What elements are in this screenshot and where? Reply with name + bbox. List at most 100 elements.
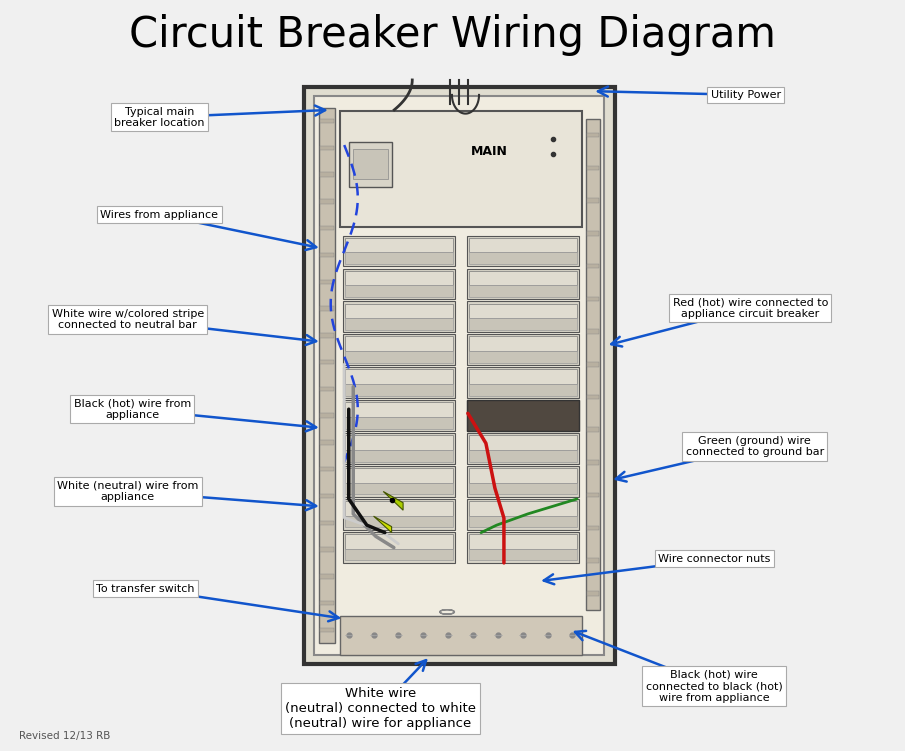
FancyBboxPatch shape xyxy=(319,360,334,364)
Text: Red (hot) wire connected to
appliance circuit breaker: Red (hot) wire connected to appliance ci… xyxy=(672,297,828,319)
FancyBboxPatch shape xyxy=(343,269,455,299)
FancyBboxPatch shape xyxy=(469,303,577,318)
FancyBboxPatch shape xyxy=(467,301,579,332)
Text: Utility Power: Utility Power xyxy=(710,90,781,100)
FancyBboxPatch shape xyxy=(343,334,455,365)
FancyBboxPatch shape xyxy=(469,238,577,252)
FancyBboxPatch shape xyxy=(345,450,453,462)
FancyBboxPatch shape xyxy=(319,146,334,150)
FancyBboxPatch shape xyxy=(587,231,599,236)
FancyBboxPatch shape xyxy=(469,318,577,330)
Text: Black (hot) wire from
appliance: Black (hot) wire from appliance xyxy=(73,398,191,420)
FancyBboxPatch shape xyxy=(587,133,599,137)
FancyBboxPatch shape xyxy=(587,297,599,301)
FancyBboxPatch shape xyxy=(587,329,599,333)
Text: Wires from appliance: Wires from appliance xyxy=(100,210,218,219)
FancyBboxPatch shape xyxy=(345,369,453,385)
FancyBboxPatch shape xyxy=(345,549,453,560)
FancyBboxPatch shape xyxy=(343,400,455,431)
FancyBboxPatch shape xyxy=(343,466,455,496)
FancyBboxPatch shape xyxy=(469,483,577,494)
FancyBboxPatch shape xyxy=(467,367,579,398)
FancyBboxPatch shape xyxy=(469,336,577,351)
FancyBboxPatch shape xyxy=(343,532,455,562)
FancyBboxPatch shape xyxy=(587,362,599,366)
FancyBboxPatch shape xyxy=(345,384,453,396)
FancyBboxPatch shape xyxy=(345,436,453,450)
FancyBboxPatch shape xyxy=(469,549,577,560)
Text: Circuit Breaker Wiring Diagram: Circuit Breaker Wiring Diagram xyxy=(129,14,776,56)
Polygon shape xyxy=(383,491,403,510)
FancyBboxPatch shape xyxy=(345,483,453,494)
FancyBboxPatch shape xyxy=(319,547,334,552)
FancyBboxPatch shape xyxy=(345,252,453,264)
Text: White (neutral) wire from
appliance: White (neutral) wire from appliance xyxy=(57,481,198,502)
Text: Revised 12/13 RB: Revised 12/13 RB xyxy=(19,731,110,740)
Text: MAIN: MAIN xyxy=(472,146,508,158)
FancyBboxPatch shape xyxy=(319,387,334,391)
FancyBboxPatch shape xyxy=(587,460,599,465)
FancyBboxPatch shape xyxy=(469,436,577,450)
FancyBboxPatch shape xyxy=(345,501,453,516)
FancyBboxPatch shape xyxy=(353,149,387,179)
FancyBboxPatch shape xyxy=(587,264,599,268)
Text: White wire
(neutral) connected to white
(neutral) wire for appliance: White wire (neutral) connected to white … xyxy=(285,687,476,730)
FancyBboxPatch shape xyxy=(345,534,453,549)
Text: Typical main
breaker location: Typical main breaker location xyxy=(114,107,205,128)
FancyBboxPatch shape xyxy=(343,433,455,464)
FancyBboxPatch shape xyxy=(467,236,579,267)
FancyBboxPatch shape xyxy=(343,499,455,529)
FancyBboxPatch shape xyxy=(469,417,577,429)
FancyBboxPatch shape xyxy=(467,466,579,496)
FancyBboxPatch shape xyxy=(467,499,579,529)
FancyBboxPatch shape xyxy=(319,306,334,311)
FancyBboxPatch shape xyxy=(319,119,334,123)
FancyBboxPatch shape xyxy=(345,336,453,351)
FancyBboxPatch shape xyxy=(469,534,577,549)
FancyBboxPatch shape xyxy=(319,628,334,632)
FancyBboxPatch shape xyxy=(319,199,334,204)
FancyBboxPatch shape xyxy=(319,440,334,445)
FancyBboxPatch shape xyxy=(343,236,455,267)
FancyBboxPatch shape xyxy=(469,516,577,527)
FancyBboxPatch shape xyxy=(587,395,599,400)
FancyBboxPatch shape xyxy=(469,450,577,462)
FancyBboxPatch shape xyxy=(467,400,579,431)
FancyBboxPatch shape xyxy=(343,301,455,332)
FancyBboxPatch shape xyxy=(319,414,334,418)
FancyBboxPatch shape xyxy=(304,87,614,664)
FancyBboxPatch shape xyxy=(469,351,577,363)
FancyBboxPatch shape xyxy=(469,403,577,417)
Text: To transfer switch: To transfer switch xyxy=(97,584,195,594)
FancyBboxPatch shape xyxy=(467,400,579,431)
FancyBboxPatch shape xyxy=(469,384,577,396)
FancyBboxPatch shape xyxy=(345,468,453,483)
FancyBboxPatch shape xyxy=(587,558,599,562)
FancyBboxPatch shape xyxy=(319,494,334,498)
FancyBboxPatch shape xyxy=(319,575,334,578)
FancyBboxPatch shape xyxy=(587,591,599,596)
FancyBboxPatch shape xyxy=(587,493,599,497)
FancyBboxPatch shape xyxy=(319,467,334,472)
FancyBboxPatch shape xyxy=(469,501,577,516)
Text: Wire connector nuts: Wire connector nuts xyxy=(658,553,770,564)
FancyBboxPatch shape xyxy=(587,166,599,170)
Polygon shape xyxy=(374,516,392,532)
FancyBboxPatch shape xyxy=(345,417,453,429)
FancyBboxPatch shape xyxy=(469,270,577,285)
FancyBboxPatch shape xyxy=(319,601,334,605)
FancyBboxPatch shape xyxy=(319,520,334,525)
FancyBboxPatch shape xyxy=(586,119,599,610)
FancyBboxPatch shape xyxy=(343,367,455,398)
FancyBboxPatch shape xyxy=(345,238,453,252)
Text: Green (ground) wire
connected to ground bar: Green (ground) wire connected to ground … xyxy=(686,436,824,457)
FancyBboxPatch shape xyxy=(345,318,453,330)
FancyBboxPatch shape xyxy=(319,253,334,257)
Text: White wire w/colored stripe
connected to neutral bar: White wire w/colored stripe connected to… xyxy=(52,309,204,330)
FancyBboxPatch shape xyxy=(467,532,579,562)
FancyBboxPatch shape xyxy=(345,270,453,285)
FancyBboxPatch shape xyxy=(469,468,577,483)
FancyBboxPatch shape xyxy=(345,403,453,417)
FancyBboxPatch shape xyxy=(469,252,577,264)
FancyBboxPatch shape xyxy=(587,526,599,530)
